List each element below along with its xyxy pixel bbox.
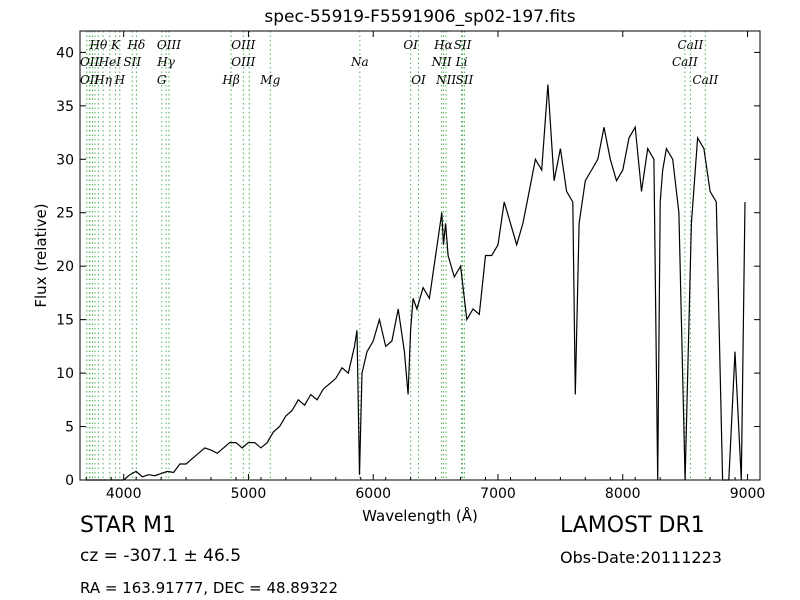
y-tick-label: 35 bbox=[56, 99, 74, 115]
spectral-line-label: CaII bbox=[692, 73, 718, 87]
spectral-line-label: H bbox=[114, 73, 126, 87]
x-tick-label: 7000 bbox=[480, 486, 516, 502]
y-tick-label: 20 bbox=[56, 259, 74, 275]
spectral-line-label: Na bbox=[350, 55, 369, 69]
y-tick-label: 0 bbox=[65, 473, 74, 489]
y-tick-label: 30 bbox=[56, 152, 74, 168]
spectral-line-label: Hδ bbox=[127, 38, 146, 52]
spectral-line-label: Li bbox=[455, 55, 468, 69]
x-tick-label: 5000 bbox=[231, 486, 267, 502]
spectral-line-label: OIII bbox=[157, 38, 181, 52]
spectrum-line bbox=[86, 84, 746, 481]
x-tick-label: 8000 bbox=[605, 486, 641, 502]
spectral-line-label: OIII bbox=[231, 38, 255, 52]
spectral-line-label: CaII bbox=[677, 38, 703, 52]
spectral-line-label: Hη bbox=[93, 73, 112, 87]
spectral-line-label: HeI bbox=[98, 55, 122, 69]
spectral-line-label: OIII bbox=[231, 55, 255, 69]
spectral-line-label: NII bbox=[435, 73, 456, 87]
redshift-label: cz = -307.1 ± 46.5 bbox=[80, 546, 242, 566]
coordinates-label: RA = 163.91777, DEC = 48.89322 bbox=[80, 579, 339, 597]
spectral-line-label: SII bbox=[123, 55, 141, 69]
y-tick-label: 15 bbox=[56, 313, 74, 329]
spectral-line-label: G bbox=[157, 73, 167, 87]
object-class-label: STAR M1 bbox=[80, 513, 177, 538]
spectral-line-label: SII bbox=[454, 38, 472, 52]
y-tick-label: 10 bbox=[56, 366, 74, 382]
spectral-line-label: OI bbox=[411, 73, 426, 87]
x-tick-label: 4000 bbox=[106, 486, 142, 502]
x-tick-label: 9000 bbox=[730, 486, 766, 502]
obs-date-label: Obs-Date:20111223 bbox=[560, 548, 722, 567]
chart-title: spec-55919-F5591906_sp02-197.fits bbox=[264, 7, 575, 27]
spectral-line-label: Hβ bbox=[221, 73, 239, 87]
spectral-line-label: CaII bbox=[672, 55, 698, 69]
spectral-line-label: Mg bbox=[259, 73, 280, 87]
spectral-line-label: NII bbox=[431, 55, 452, 69]
x-tick-label: 6000 bbox=[355, 486, 391, 502]
spectral-line-label: Hα bbox=[433, 38, 453, 52]
survey-label: LAMOST DR1 bbox=[560, 513, 705, 538]
plot-frame bbox=[79, 30, 761, 481]
spectral-line-label: OI bbox=[403, 38, 418, 52]
spectral-line-label: OII bbox=[80, 73, 100, 87]
y-axis-label: Flux (relative) bbox=[32, 203, 50, 307]
spectral-line-label: SII bbox=[456, 73, 474, 87]
spectral-line-label: K bbox=[110, 38, 121, 52]
spectral-line-label: Hθ bbox=[88, 38, 107, 52]
y-tick-label: 40 bbox=[56, 45, 74, 61]
y-tick-label: 5 bbox=[65, 420, 74, 436]
spectral-line-label: OII bbox=[80, 55, 100, 69]
spectral-line-label: Hγ bbox=[156, 55, 175, 69]
y-tick-label: 25 bbox=[56, 206, 74, 222]
x-axis-label: Wavelength (Å) bbox=[362, 506, 478, 525]
